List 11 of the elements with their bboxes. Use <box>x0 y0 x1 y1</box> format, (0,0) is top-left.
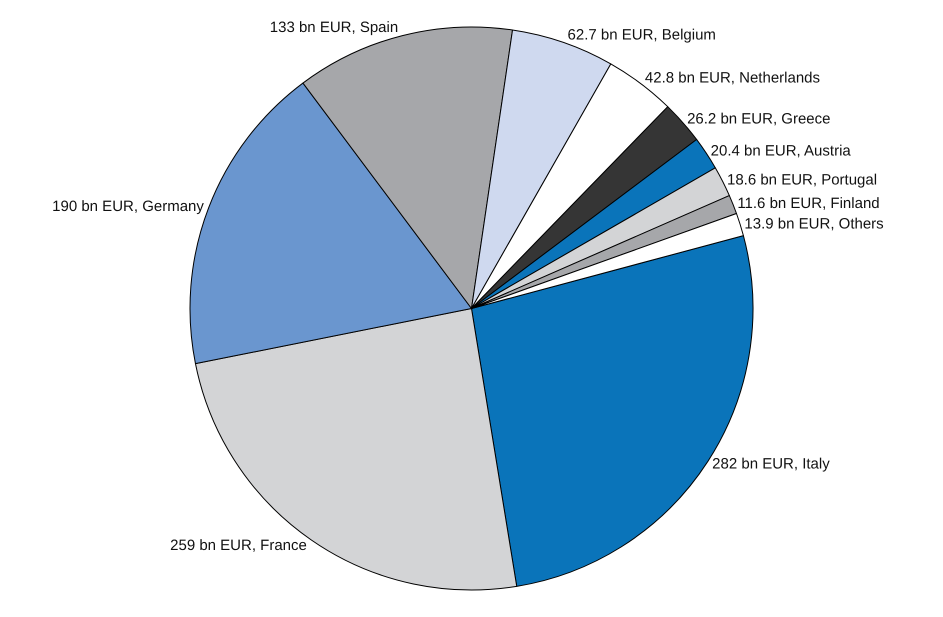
slice-label: 259 bn EUR, France <box>170 537 307 554</box>
slice-label: 282 bn EUR, Italy <box>712 455 830 472</box>
slice-label: 42.8 bn EUR, Netherlands <box>644 70 820 87</box>
slice-label: 20.4 bn EUR, Austria <box>710 142 852 160</box>
slice-label: 18.6 bn EUR, Portugal <box>726 171 878 188</box>
slice-label: 62.7 bn EUR, Belgium <box>568 26 716 44</box>
slice-label: 133 bn EUR, Spain <box>270 19 398 36</box>
slice-label: 190 bn EUR, Germany <box>52 198 204 216</box>
slice-label: 13.9 bn EUR, Others <box>744 215 884 232</box>
slice-label: 11.6 bn EUR, Finland <box>737 194 880 212</box>
slice-label: 26.2 bn EUR, Greece <box>687 110 830 128</box>
